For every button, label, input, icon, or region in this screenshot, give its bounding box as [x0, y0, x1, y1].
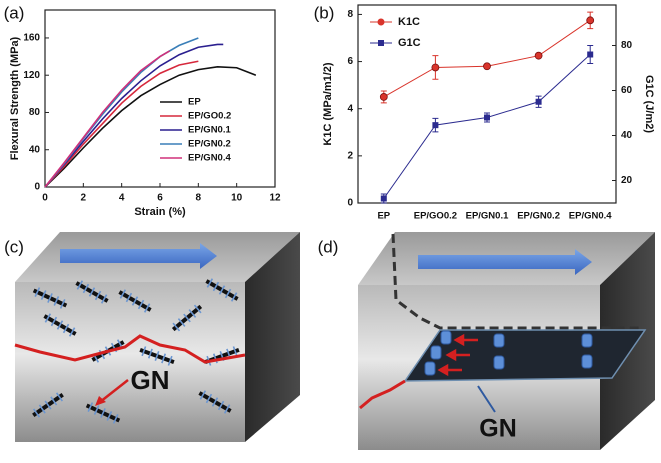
illustration-d: GN (d) — [318, 232, 655, 450]
illustration-c: GN (c) — [4, 232, 300, 442]
y-axis-label: Flexural Strength (MPa) — [9, 36, 21, 160]
annotation: GN — [479, 415, 517, 443]
y2-tick-label: 60 — [621, 85, 633, 96]
bridge — [493, 355, 505, 370]
graphene-bridges — [424, 330, 593, 376]
y-axis-label: K1C (MPa/m1/2) — [322, 62, 334, 145]
series-line — [383, 54, 591, 199]
y-tick-label: 4 — [347, 103, 353, 114]
block-side — [245, 232, 300, 442]
y2-tick-label: 80 — [621, 40, 633, 51]
pull-head — [445, 348, 457, 362]
y-tick-label: 0 — [34, 182, 40, 193]
panel-label: (a) — [4, 3, 25, 22]
y2-tick-label: 20 — [621, 175, 633, 186]
legend-label: EP/GO0.2 — [188, 111, 231, 122]
y-tick-label: 40 — [29, 144, 41, 155]
series-line — [44, 66, 257, 188]
legend-marker — [377, 18, 385, 26]
pull-head — [453, 333, 465, 347]
data-point — [534, 51, 543, 60]
data-point — [535, 98, 542, 105]
x-tick-label: 0 — [42, 193, 48, 204]
plot-frame — [357, 4, 617, 204]
x-tick-label: EP/GN0.2 — [517, 211, 560, 222]
y-tick-label: 120 — [23, 70, 40, 81]
series-line — [44, 50, 170, 188]
x-tick-label: 4 — [119, 193, 125, 204]
pull-head — [437, 363, 449, 377]
crack-path — [391, 233, 640, 330]
annotation: GN — [131, 365, 170, 395]
y2-tick-label: 40 — [621, 130, 633, 141]
crack — [14, 334, 246, 364]
x-tick-label: 2 — [81, 193, 87, 204]
series-line — [383, 19, 591, 98]
x-tick-label: EP/GN0.1 — [466, 211, 509, 222]
y-tick-label: 80 — [29, 107, 41, 118]
x-tick-label: EP/GN0.4 — [569, 211, 612, 222]
x-tick-label: 6 — [157, 193, 163, 204]
pointer-head — [95, 396, 106, 406]
bridge — [493, 333, 505, 348]
y-tick-label: 8 — [347, 9, 353, 20]
data-point — [484, 114, 490, 121]
series-line — [44, 43, 224, 188]
data-point — [380, 195, 387, 202]
load-arrow — [418, 249, 592, 275]
x-tick-label: EP/GO0.2 — [414, 211, 457, 222]
legend-label: EP/GN0.4 — [188, 153, 231, 164]
legend-marker — [378, 40, 384, 46]
legend-label: EP/GN0.1 — [188, 125, 231, 136]
panel-label: (c) — [4, 237, 24, 256]
bridge — [581, 354, 593, 369]
bridge — [430, 345, 442, 360]
legend-label: EP — [188, 97, 201, 108]
y2-axis-label: G1C (J/m2) — [643, 75, 655, 133]
series-line — [44, 60, 199, 188]
y-tick-label: 160 — [23, 33, 40, 44]
y-tick-label: 0 — [347, 198, 353, 209]
x-tick-label: EP — [377, 211, 390, 222]
pointer-line — [477, 385, 496, 413]
data-point — [431, 63, 440, 72]
data-point — [586, 16, 595, 25]
bridge — [440, 330, 452, 345]
panel-label: (d) — [318, 237, 339, 256]
block-front — [15, 282, 245, 442]
legend-label: G1C — [398, 37, 421, 49]
legend-label: K1C — [398, 16, 420, 28]
plot-frame — [44, 9, 276, 188]
data-point — [379, 93, 388, 101]
bridge — [581, 333, 593, 348]
pointer-arrow — [99, 379, 129, 403]
legend-label: EP/GN0.2 — [188, 139, 231, 150]
data-point — [432, 122, 439, 129]
y-tick-label: 6 — [347, 56, 353, 67]
pull-arrows — [437, 333, 478, 377]
crack — [359, 379, 406, 410]
data-point — [483, 62, 491, 71]
bridge — [424, 361, 436, 376]
x-axis-label: Strain (%) — [134, 206, 186, 218]
panel-label: (b) — [314, 3, 335, 22]
x-tick-label: 10 — [231, 193, 243, 204]
load-arrow — [60, 243, 217, 269]
x-tick-label: 8 — [196, 193, 202, 204]
y-tick-label: 2 — [347, 150, 353, 161]
data-point — [587, 51, 594, 58]
x-tick-label: 12 — [269, 193, 281, 204]
